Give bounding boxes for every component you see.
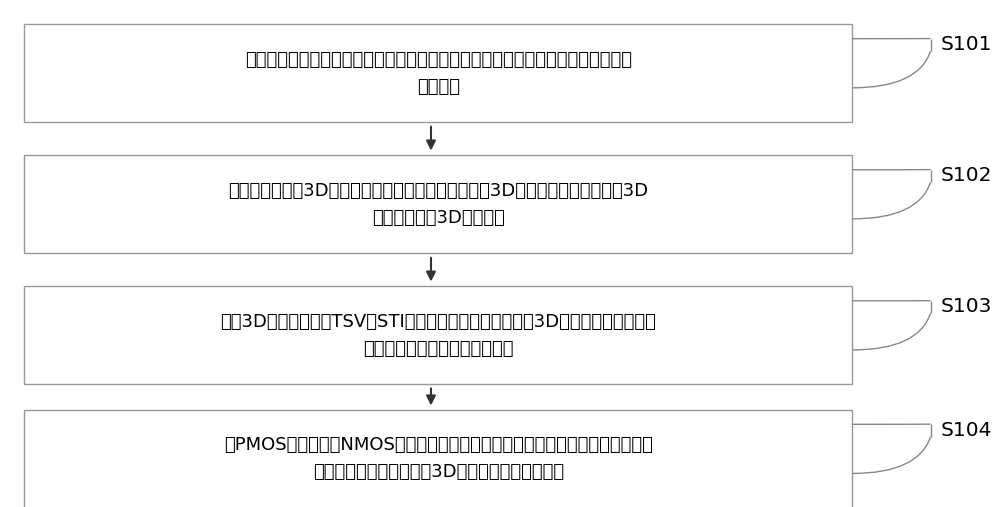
- Text: S101: S101: [940, 35, 992, 54]
- Bar: [24, 410, 852, 507]
- Bar: [24, 155, 852, 254]
- Text: S103: S103: [940, 297, 992, 316]
- Text: 将密码电路进行3D层次划分，将敏感逻辑单元划分到3D层次中的中间层，生成3D
层次划分后的3D密码电路: 将密码电路进行3D层次划分，将敏感逻辑单元划分到3D层次中的中间层，生成3D 层…: [228, 182, 648, 227]
- Text: S104: S104: [940, 421, 992, 440]
- Bar: [24, 286, 852, 384]
- Text: 根据密码电路所采用的密码算法所对应的错误注入攻击方法确定密码电路中的敏感
逻辑单元: 根据密码电路所采用的密码算法所对应的错误注入攻击方法确定密码电路中的敏感 逻辑单…: [245, 51, 632, 96]
- Bar: [24, 24, 852, 122]
- Text: 在PMOS易翻转区、NMOS易翻转区或者随机翻转区中的敏感逻辑单元位置处分别
插入对应的传感器，完成3D密码芯片的安全性制造: 在PMOS易翻转区、NMOS易翻转区或者随机翻转区中的敏感逻辑单元位置处分别 插…: [224, 436, 653, 481]
- Text: S102: S102: [940, 166, 992, 185]
- Text: 根据3D密码电路中受TSV和STI影响下的载粒子迁移率确定3D密码电路中敏感逻辑
单元所处区域的易翻转区域类型: 根据3D密码电路中受TSV和STI影响下的载粒子迁移率确定3D密码电路中敏感逻辑…: [220, 313, 656, 358]
